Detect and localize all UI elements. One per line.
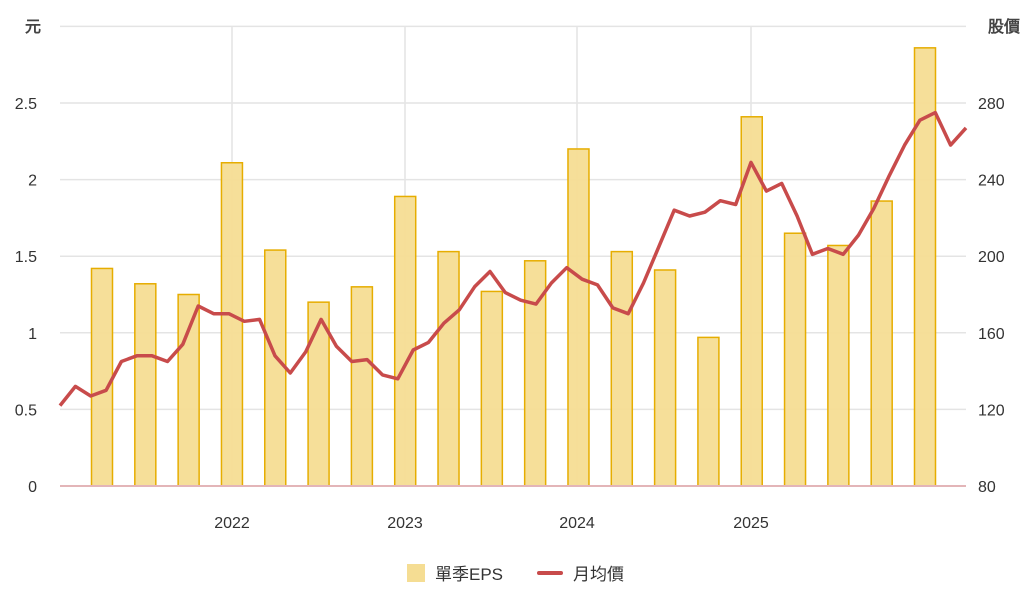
left-tick-label: 1.5 — [15, 249, 37, 266]
eps-bar[interactable] — [567, 148, 590, 487]
bar-swatch-icon — [406, 563, 425, 582]
legend-label-eps: 單季EPS — [434, 565, 504, 584]
x-tick-label: 2023 — [387, 515, 423, 532]
line-swatch-icon — [537, 570, 564, 575]
eps-bar[interactable] — [783, 232, 807, 487]
right-axis-unit: 股價 — [988, 17, 1021, 36]
eps-bar[interactable] — [653, 269, 677, 487]
right-tick-label: 280 — [978, 96, 1005, 113]
eps-bar[interactable] — [610, 250, 634, 487]
eps-bar[interactable] — [393, 195, 417, 487]
eps-bar[interactable] — [134, 283, 157, 487]
eps-bar[interactable] — [480, 290, 504, 487]
right-tick-label: 240 — [978, 173, 1005, 190]
eps-bar[interactable] — [264, 249, 287, 487]
right-tick-label: 160 — [978, 326, 1005, 343]
left-tick-label: 1 — [28, 326, 37, 343]
legend-item-eps[interactable]: 單季EPS — [406, 560, 504, 585]
eps-bar[interactable] — [827, 244, 850, 487]
eps-bar[interactable] — [350, 286, 374, 487]
left-tick-label: 0.5 — [15, 402, 37, 419]
legend: 單季EPS 月均價 — [0, 560, 1031, 585]
x-tick-label: 2024 — [559, 515, 595, 532]
eps-bar[interactable] — [90, 267, 114, 487]
eps-bar[interactable] — [437, 250, 460, 487]
eps-bar[interactable] — [870, 200, 893, 487]
x-tick-label: 2025 — [733, 515, 769, 532]
left-tick-label: 2 — [28, 173, 37, 190]
axis-ticks: 2022 2023 2024 2025 0 0.5 1 1.5 2 2.5 80 120 160 200 2… — [15, 96, 1005, 532]
eps-bar[interactable] — [177, 293, 200, 487]
eps-price-chart: 2022 2023 2024 2025 0 0.5 1 1.5 2 2.5 80 120 160 200 2… — [15, 17, 1021, 532]
left-axis-unit: 元 — [25, 19, 41, 36]
left-tick-label: 0 — [28, 479, 37, 496]
legend-label-price: 月均價 — [573, 565, 625, 584]
monthly-price-line — [58, 110, 968, 407]
eps-bar[interactable] — [697, 336, 720, 487]
right-tick-label: 80 — [978, 479, 996, 496]
left-tick-label: 2.5 — [15, 96, 37, 113]
right-tick-label: 120 — [978, 402, 1005, 419]
right-tick-label: 200 — [978, 249, 1005, 266]
x-tick-label: 2022 — [214, 515, 250, 532]
legend-item-price[interactable]: 月均價 — [537, 560, 624, 585]
eps-bars — [90, 47, 937, 487]
eps-bar[interactable] — [220, 161, 244, 487]
eps-bar[interactable] — [740, 116, 763, 487]
